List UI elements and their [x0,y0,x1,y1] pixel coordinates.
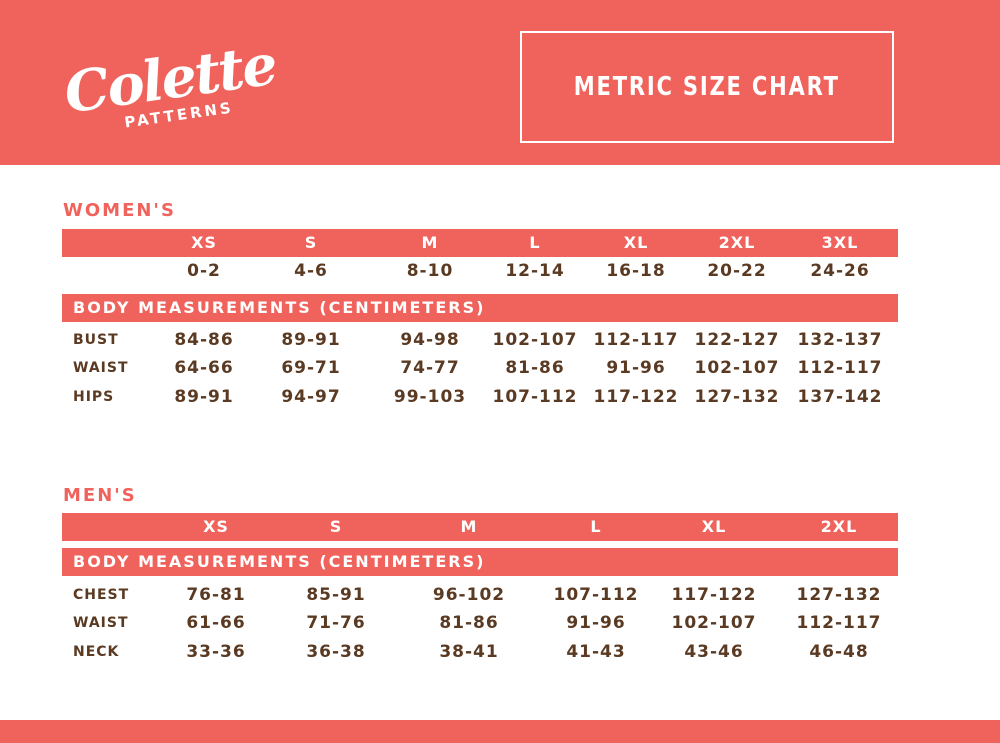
womens-cell: 102-107 [694,358,780,378]
womens-cell: 122-127 [694,330,780,350]
womens-cell: 94-98 [400,330,460,350]
mens-size-l: L [590,517,602,536]
womens-size-2xl: 2XL [718,233,756,252]
womens-numeric-size: 16-18 [606,261,666,281]
womens-cell: 117-122 [593,387,679,407]
mens-cell: 96-102 [432,585,506,605]
mens-cell: 91-96 [566,613,626,633]
mens-size-bar [62,513,898,541]
womens-numeric-size: 4-6 [294,261,328,281]
mens-cell: 107-112 [553,585,639,605]
mens-size-2xl: 2XL [820,517,858,536]
womens-size-xs: XS [191,233,217,252]
womens-row-label-waist: WAIST [73,360,129,376]
mens-cell: 76-81 [186,585,246,605]
mens-cell: 117-122 [671,585,757,605]
mens-cell: 112-117 [796,613,882,633]
womens-size-m: M [421,233,439,252]
mens-cell: 46-48 [809,642,869,662]
mens-measurements-bar [62,548,898,576]
mens-size-s: S [329,517,343,536]
womens-numeric-size: 8-10 [406,261,454,281]
womens-cell: 89-91 [174,387,234,407]
mens-cell: 61-66 [186,613,246,633]
womens-cell: 132-137 [797,330,883,350]
mens-row-label-neck: NECK [73,644,120,660]
page-title: METRIC SIZE CHART [574,72,840,102]
womens-size-3xl: 3XL [821,233,859,252]
womens-cell: 69-71 [281,358,341,378]
womens-cell: 64-66 [174,358,234,378]
womens-cell: 94-97 [281,387,341,407]
womens-cell: 127-132 [694,387,780,407]
mens-cell: 38-41 [439,642,499,662]
footer-bar [0,720,1000,743]
womens-measurements-bar [62,294,898,322]
womens-measurements-label: BODY MEASUREMENTS (CENTIMETERS) [73,298,486,317]
mens-cell: 41-43 [566,642,626,662]
womens-size-l: L [529,233,541,252]
mens-size-xl: XL [701,517,727,536]
mens-size-m: M [460,517,478,536]
mens-cell: 85-91 [306,585,366,605]
womens-heading: WOMEN'S [63,200,176,221]
womens-row-label-hips: HIPS [73,389,115,405]
womens-cell: 112-117 [593,330,679,350]
womens-numeric-size: 20-22 [707,261,767,281]
womens-size-bar [62,229,898,257]
mens-size-xs: XS [203,517,229,536]
womens-numeric-size: 12-14 [505,261,565,281]
mens-cell: 102-107 [671,613,757,633]
mens-cell: 33-36 [186,642,246,662]
womens-cell: 91-96 [606,358,666,378]
mens-measurements-label: BODY MEASUREMENTS (CENTIMETERS) [73,552,486,571]
womens-cell: 137-142 [797,387,883,407]
mens-cell: 127-132 [796,585,882,605]
womens-numeric-size: 24-26 [810,261,870,281]
mens-heading: MEN'S [63,485,137,506]
womens-cell: 74-77 [400,358,460,378]
mens-cell: 43-46 [684,642,744,662]
header-banner: Colette PATTERNS METRIC SIZE CHART [0,0,1000,165]
mens-row-label-waist: WAIST [73,615,129,631]
mens-cell: 71-76 [306,613,366,633]
womens-cell: 81-86 [505,358,565,378]
womens-cell: 84-86 [174,330,234,350]
womens-cell: 107-112 [492,387,578,407]
womens-cell: 99-103 [393,387,467,407]
mens-cell: 36-38 [306,642,366,662]
mens-cell: 81-86 [439,613,499,633]
womens-size-s: S [304,233,318,252]
womens-cell: 89-91 [281,330,341,350]
colette-logo: Colette PATTERNS [58,28,279,148]
womens-cell: 102-107 [492,330,578,350]
womens-cell: 112-117 [797,358,883,378]
womens-row-label-bust: BUST [73,332,119,348]
womens-size-xl: XL [623,233,649,252]
title-box: METRIC SIZE CHART [520,31,894,143]
mens-row-label-chest: CHEST [73,587,130,603]
womens-numeric-size: 0-2 [187,261,221,281]
